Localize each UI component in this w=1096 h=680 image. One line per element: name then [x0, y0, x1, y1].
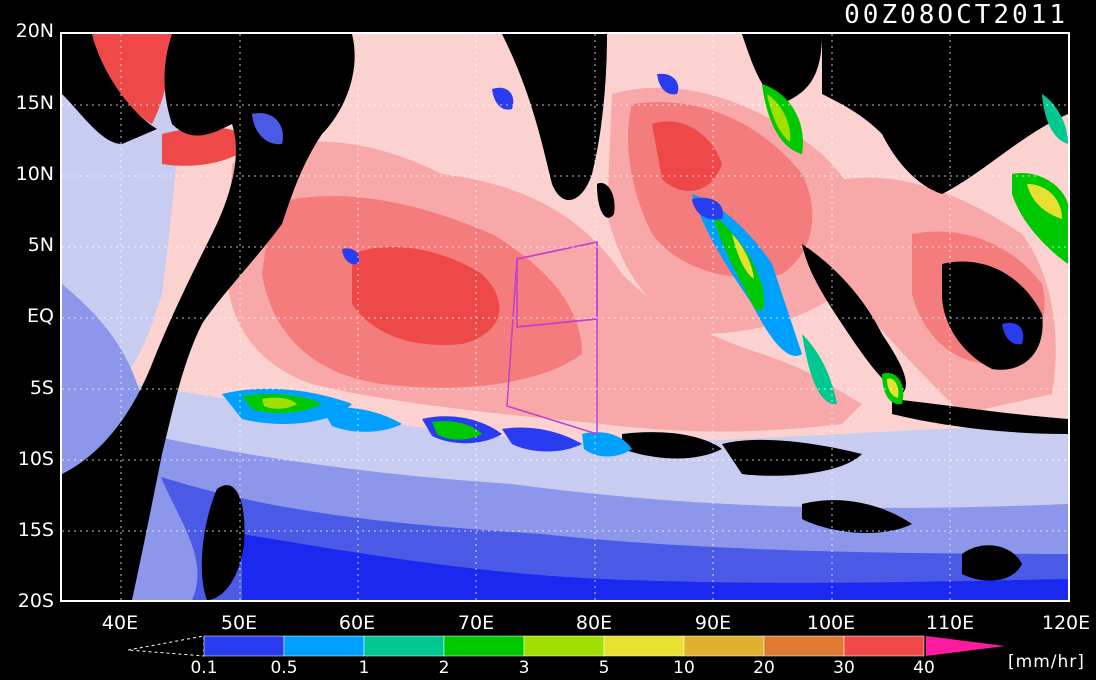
colorbar-tick-20: 20	[753, 658, 775, 678]
colorbar-cell	[683, 635, 765, 657]
colorbar-cell	[443, 635, 525, 657]
rainfall-map	[60, 32, 1070, 602]
lon-label-120e: 120E	[1041, 612, 1091, 634]
colorbar-over-arrow	[926, 636, 1005, 656]
colorbar-tick-5: 5	[598, 658, 610, 678]
colorbar-tick-3: 3	[518, 658, 530, 678]
lon-label-110e: 110E	[925, 612, 975, 634]
colorbar-tick-10: 10	[673, 658, 695, 678]
lon-label-90e: 90E	[694, 612, 732, 634]
lon-label-50e: 50E	[220, 612, 258, 634]
colorbar-tick-40: 40	[913, 658, 935, 678]
colorbar-tick-0.1: 0.1	[190, 658, 218, 678]
lat-label-15n: 15N	[15, 92, 54, 114]
timestamp-label: 00Z08OCT2011	[844, 0, 1068, 30]
colorbar-under-arrow	[127, 635, 205, 657]
colorbar-cell	[843, 635, 925, 657]
lat-label-5s: 5S	[29, 377, 54, 399]
lat-label-10s: 10S	[17, 448, 54, 470]
lat-label-eq: EQ	[27, 305, 54, 327]
colorbar-tick-30: 30	[833, 658, 855, 678]
colorbar-cell	[363, 635, 445, 657]
colorbar-cell	[203, 635, 285, 657]
lon-label-40e: 40E	[101, 612, 139, 634]
map-canvas	[62, 34, 1068, 600]
colorbar-cell	[523, 635, 605, 657]
lat-label-15s: 15S	[17, 519, 54, 541]
lat-label-10n: 10N	[15, 163, 54, 185]
lon-label-70e: 70E	[457, 612, 495, 634]
colorbar-tick-0.5: 0.5	[270, 658, 298, 678]
colorbar-tick-1: 1	[358, 658, 370, 678]
colorbar-cell	[283, 635, 365, 657]
lon-label-100e: 100E	[806, 612, 856, 634]
lat-label-5n: 5N	[27, 234, 54, 256]
colorbar	[127, 635, 1005, 657]
colorbar-cell	[763, 635, 845, 657]
lon-label-60e: 60E	[338, 612, 376, 634]
colorbar-units: [mm/hr]	[1008, 652, 1085, 672]
lon-label-80e: 80E	[575, 612, 613, 634]
colorbar-cell	[603, 635, 685, 657]
lat-label-20n: 20N	[15, 20, 54, 42]
lat-label-20s: 20S	[17, 590, 54, 612]
colorbar-tick-2: 2	[438, 658, 450, 678]
